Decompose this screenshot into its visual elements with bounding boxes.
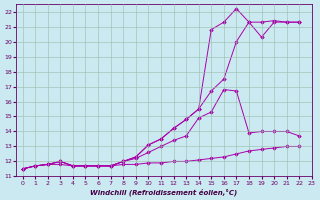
X-axis label: Windchill (Refroidissement éolien,°C): Windchill (Refroidissement éolien,°C) [91, 188, 238, 196]
